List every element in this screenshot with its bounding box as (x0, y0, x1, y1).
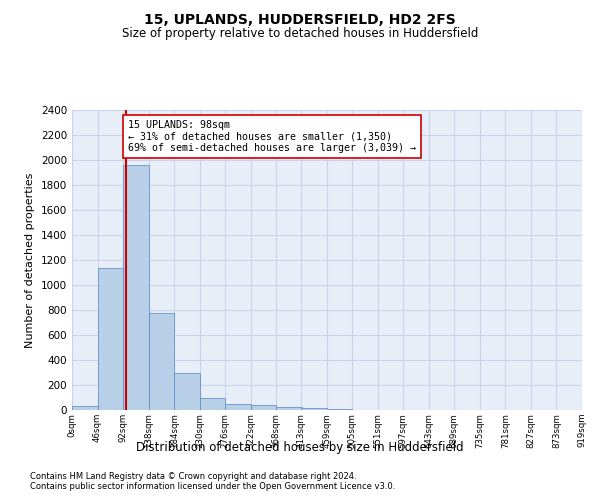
Bar (301, 408, 327, 410)
Bar (251, 405, 276, 410)
Bar (149, 313, 174, 410)
Text: 15, UPLANDS, HUDDERSFIELD, HD2 2FS: 15, UPLANDS, HUDDERSFIELD, HD2 2FS (144, 12, 456, 26)
Bar (72, 406, 98, 410)
Text: Contains public sector information licensed under the Open Government Licence v3: Contains public sector information licen… (30, 482, 395, 491)
Bar (98, 268, 123, 410)
Bar (174, 372, 200, 410)
Y-axis label: Number of detached properties: Number of detached properties (25, 172, 35, 348)
Bar (225, 404, 251, 410)
Text: Contains HM Land Registry data © Crown copyright and database right 2024.: Contains HM Land Registry data © Crown c… (30, 472, 356, 481)
Text: Size of property relative to detached houses in Huddersfield: Size of property relative to detached ho… (122, 28, 478, 40)
Bar (200, 398, 225, 410)
Bar (276, 407, 302, 410)
Text: Distribution of detached houses by size in Huddersfield: Distribution of detached houses by size … (136, 441, 464, 454)
Text: 15 UPLANDS: 98sqm
← 31% of detached houses are smaller (1,350)
69% of semi-detac: 15 UPLANDS: 98sqm ← 31% of detached hous… (128, 120, 416, 153)
Bar (123, 165, 149, 410)
